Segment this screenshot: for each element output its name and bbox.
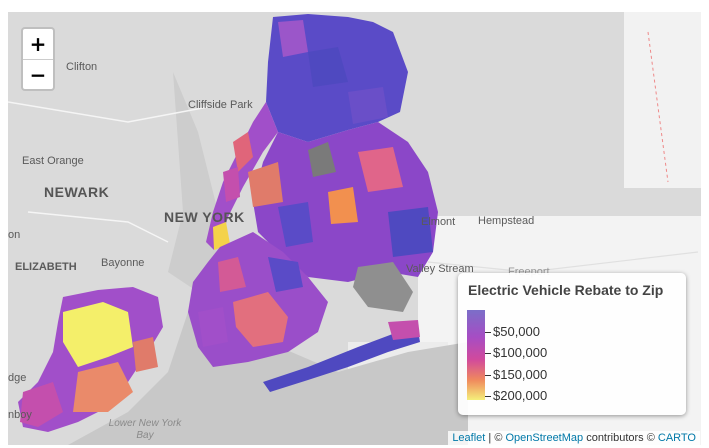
legend-tick-label-3: $150,000 — [493, 367, 548, 382]
attribution-sep-1: | © — [485, 432, 506, 444]
map-tiles — [8, 12, 701, 445]
legend-tick-label-4: $200,000 — [493, 388, 548, 403]
attribution-sep-2: contributors © — [583, 432, 658, 444]
place-label-on-partial: on — [8, 229, 21, 241]
zoom-out-button[interactable]: − — [29, 63, 47, 87]
place-label-dge-partial: dge — [8, 372, 27, 384]
legend-title: Electric Vehicle Rebate to Zip — [468, 282, 664, 298]
place-label-nboy-partial: nboy — [8, 409, 32, 421]
legend-tick-1: $50,000 — [485, 324, 540, 339]
place-label-east-orange: East Orange — [22, 155, 84, 167]
carto-link[interactable]: CARTO — [657, 432, 696, 444]
legend-tick-label-2: $100,000 — [493, 345, 548, 360]
legend-tick-4: $200,000 — [485, 388, 547, 403]
place-label-clifton: Clifton — [66, 61, 98, 73]
place-label-cliffside-park: Cliffside Park — [188, 99, 253, 111]
zoom-in-button[interactable]: + — [23, 29, 53, 60]
place-label-elmont: Elmont — [421, 216, 456, 228]
zoom-control: + − — [21, 27, 55, 91]
place-label-elizabeth: ELIZABETH — [15, 261, 77, 273]
attribution: Leaflet | © OpenStreetMap contributors ©… — [448, 431, 700, 445]
water-label-lower-ny-bay: Lower New York Bay — [108, 418, 182, 441]
map-canvas[interactable]: Clifton Cliffside Park East Orange NEWAR… — [8, 12, 701, 445]
legend-tick-3: $150,000 — [485, 367, 547, 382]
place-label-newark: NEWARK — [44, 184, 110, 200]
place-label-hempstead: Hempstead — [478, 215, 535, 227]
leaflet-link[interactable]: Leaflet — [452, 432, 486, 444]
legend-tick-label-1: $50,000 — [493, 324, 540, 339]
osm-link[interactable]: OpenStreetMap — [505, 432, 584, 444]
legend-color-bar — [467, 310, 485, 400]
legend-tick-2: $100,000 — [485, 345, 547, 360]
place-label-new-york: NEW YORK — [164, 209, 245, 225]
legend: Electric Vehicle Rebate to Zip $50,000 $… — [458, 273, 686, 415]
place-label-bayonne: Bayonne — [101, 257, 145, 269]
place-label-valley-stream: Valley Stream — [406, 263, 474, 275]
